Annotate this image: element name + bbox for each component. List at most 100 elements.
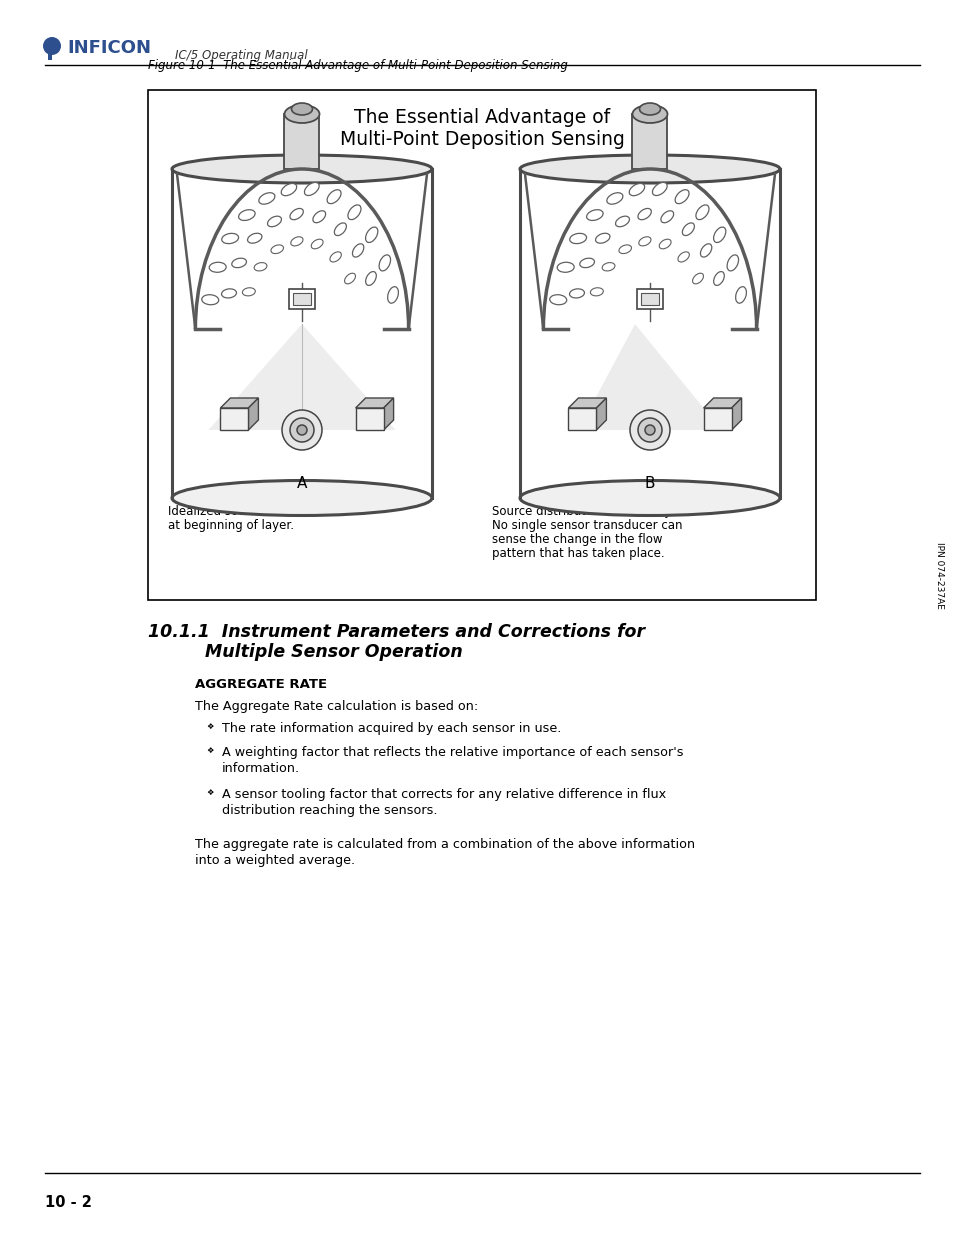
Text: Figure 10-1  The Essential Advantage of Multi-Point Deposition Sensing: Figure 10-1 The Essential Advantage of M… bbox=[148, 59, 567, 72]
Text: IC/5 Operating Manual: IC/5 Operating Manual bbox=[174, 48, 307, 62]
Bar bbox=[632, 114, 667, 169]
Text: A weighting factor that reflects the relative importance of each sensor's: A weighting factor that reflects the rel… bbox=[222, 746, 682, 760]
Circle shape bbox=[638, 417, 661, 442]
Ellipse shape bbox=[639, 103, 659, 115]
Ellipse shape bbox=[352, 243, 363, 257]
Ellipse shape bbox=[595, 233, 609, 243]
Bar bbox=[355, 408, 383, 430]
Text: IPN 074-237AE: IPN 074-237AE bbox=[935, 542, 943, 609]
Ellipse shape bbox=[629, 184, 644, 195]
Text: A: A bbox=[296, 475, 307, 490]
Ellipse shape bbox=[726, 254, 738, 270]
Ellipse shape bbox=[267, 216, 281, 227]
Ellipse shape bbox=[221, 289, 236, 298]
Ellipse shape bbox=[695, 205, 708, 220]
Ellipse shape bbox=[327, 190, 341, 204]
Text: ❖: ❖ bbox=[206, 722, 213, 731]
Polygon shape bbox=[596, 398, 606, 430]
Polygon shape bbox=[248, 398, 258, 430]
Text: ❖: ❖ bbox=[206, 746, 213, 755]
Ellipse shape bbox=[618, 245, 631, 253]
Ellipse shape bbox=[632, 105, 667, 124]
Text: Source distribution later in layer.: Source distribution later in layer. bbox=[492, 505, 685, 517]
Ellipse shape bbox=[700, 243, 711, 257]
Ellipse shape bbox=[387, 287, 398, 304]
Ellipse shape bbox=[586, 210, 602, 221]
Ellipse shape bbox=[519, 480, 780, 515]
Ellipse shape bbox=[660, 211, 673, 222]
Ellipse shape bbox=[313, 211, 325, 222]
Ellipse shape bbox=[638, 209, 651, 220]
FancyArrow shape bbox=[48, 46, 52, 61]
Polygon shape bbox=[355, 398, 394, 408]
Ellipse shape bbox=[348, 205, 360, 220]
Text: The Aggregate Rate calculation is based on:: The Aggregate Rate calculation is based … bbox=[194, 700, 477, 713]
Ellipse shape bbox=[258, 193, 274, 204]
Ellipse shape bbox=[201, 295, 218, 305]
Text: B: B bbox=[644, 475, 655, 490]
Ellipse shape bbox=[579, 258, 594, 268]
Bar bbox=[220, 408, 248, 430]
Ellipse shape bbox=[675, 190, 688, 204]
Ellipse shape bbox=[735, 287, 745, 304]
Ellipse shape bbox=[365, 272, 375, 285]
Bar bbox=[703, 408, 731, 430]
Ellipse shape bbox=[519, 156, 780, 183]
Polygon shape bbox=[383, 398, 394, 430]
Ellipse shape bbox=[344, 273, 355, 284]
Text: Idealized source distribution: Idealized source distribution bbox=[168, 505, 335, 517]
Ellipse shape bbox=[334, 222, 346, 236]
Ellipse shape bbox=[284, 105, 319, 124]
Text: INFICON: INFICON bbox=[67, 40, 151, 57]
Bar bbox=[289, 289, 314, 309]
Text: 10.1.1  Instrument Parameters and Corrections for: 10.1.1 Instrument Parameters and Correct… bbox=[148, 622, 644, 641]
Bar bbox=[637, 289, 662, 309]
Bar bbox=[284, 114, 319, 169]
Ellipse shape bbox=[242, 288, 255, 296]
Text: The Essential Advantage of: The Essential Advantage of bbox=[354, 107, 609, 127]
Ellipse shape bbox=[681, 222, 694, 236]
Circle shape bbox=[282, 410, 322, 450]
Circle shape bbox=[629, 410, 669, 450]
Text: at beginning of layer.: at beginning of layer. bbox=[168, 519, 294, 532]
Text: Multiple Sensor Operation: Multiple Sensor Operation bbox=[205, 643, 462, 661]
Ellipse shape bbox=[291, 237, 303, 246]
Text: information.: information. bbox=[222, 762, 300, 776]
Bar bbox=[640, 293, 659, 305]
Ellipse shape bbox=[713, 272, 723, 285]
Ellipse shape bbox=[652, 183, 666, 195]
Ellipse shape bbox=[311, 240, 323, 248]
Ellipse shape bbox=[290, 209, 303, 220]
Text: sense the change in the flow: sense the change in the flow bbox=[492, 534, 661, 546]
Ellipse shape bbox=[238, 210, 254, 221]
Ellipse shape bbox=[639, 237, 650, 246]
Ellipse shape bbox=[172, 480, 432, 515]
Text: pattern that has taken place.: pattern that has taken place. bbox=[492, 547, 664, 559]
Ellipse shape bbox=[601, 263, 615, 270]
Ellipse shape bbox=[247, 233, 262, 243]
Ellipse shape bbox=[615, 216, 629, 227]
Ellipse shape bbox=[221, 233, 238, 243]
Ellipse shape bbox=[292, 103, 313, 115]
Ellipse shape bbox=[253, 263, 267, 270]
Polygon shape bbox=[220, 398, 258, 408]
Text: No single sensor transducer can: No single sensor transducer can bbox=[492, 519, 681, 532]
Ellipse shape bbox=[209, 262, 226, 272]
Ellipse shape bbox=[271, 245, 283, 253]
Ellipse shape bbox=[281, 184, 296, 195]
Bar bbox=[148, 90, 815, 600]
Polygon shape bbox=[578, 324, 720, 430]
Ellipse shape bbox=[304, 183, 319, 195]
Bar bbox=[293, 293, 311, 305]
Ellipse shape bbox=[569, 289, 584, 298]
Bar bbox=[568, 408, 596, 430]
Text: A sensor tooling factor that corrects for any relative difference in flux: A sensor tooling factor that corrects fo… bbox=[222, 788, 665, 802]
Text: distribution reaching the sensors.: distribution reaching the sensors. bbox=[222, 804, 437, 818]
Text: The aggregate rate is calculated from a combination of the above information: The aggregate rate is calculated from a … bbox=[194, 839, 695, 851]
Text: 10 - 2: 10 - 2 bbox=[45, 1195, 91, 1210]
Circle shape bbox=[644, 425, 655, 435]
Polygon shape bbox=[568, 398, 606, 408]
Ellipse shape bbox=[232, 258, 246, 268]
Polygon shape bbox=[208, 324, 395, 430]
Circle shape bbox=[296, 425, 307, 435]
